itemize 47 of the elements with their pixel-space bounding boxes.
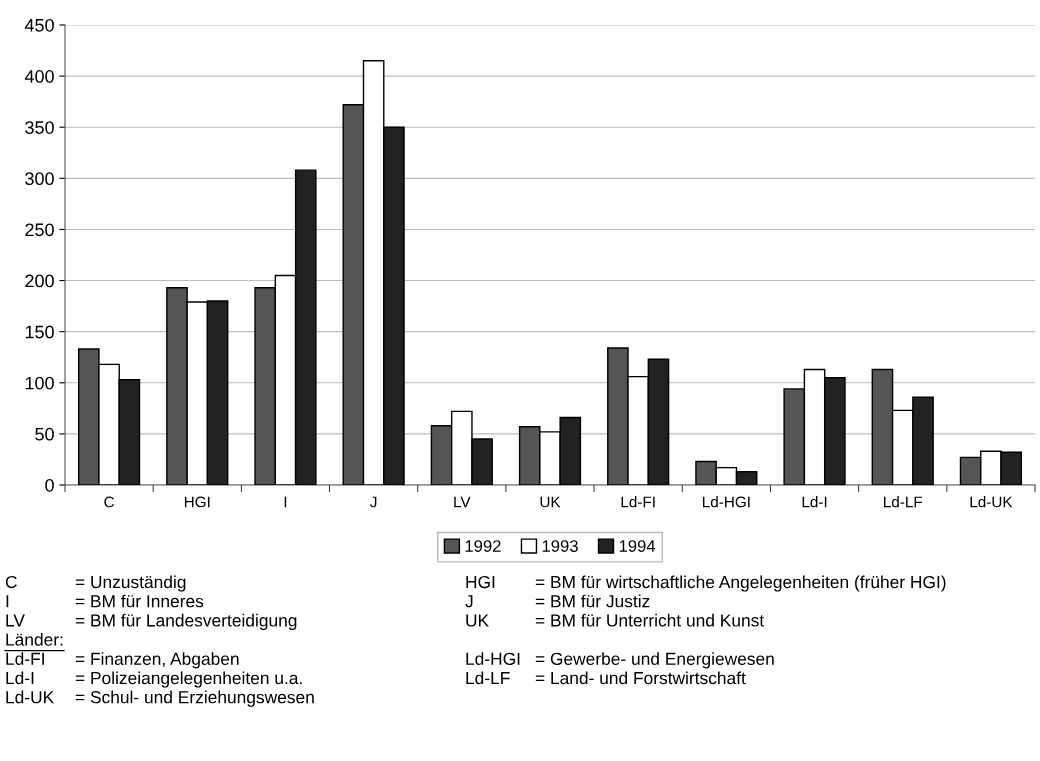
text: = BM für Inneres bbox=[75, 594, 204, 608]
y-tick-label: 250 bbox=[25, 223, 54, 237]
y-tick-label: 450 bbox=[24, 18, 54, 32]
legend-label: 1993 bbox=[542, 540, 578, 552]
y-tick-label: 350 bbox=[25, 121, 54, 134]
legend-label: 1992 bbox=[465, 540, 501, 552]
text: J bbox=[465, 595, 473, 608]
x-tick-label: Ld-FI bbox=[621, 496, 655, 508]
text: = BM für wirtschaftliche Angelegenheiten (früher HGI) bbox=[535, 575, 946, 592]
text: = BM für Justiz bbox=[535, 594, 650, 608]
y-tick-label: 0 bbox=[45, 478, 54, 492]
text: = Finanzen, Abgaben bbox=[75, 652, 239, 669]
legend-label: 1994 bbox=[619, 540, 656, 552]
x-tick-label: LV bbox=[454, 496, 471, 508]
x-tick-label: Ld-UK bbox=[970, 496, 1013, 508]
text: = Polizeiangelegenheiten u.a. bbox=[75, 671, 302, 688]
text: = BM für Landesverteidigung bbox=[75, 613, 297, 630]
text: = BM für Unterricht und Kunst bbox=[535, 613, 765, 627]
text: LV bbox=[6, 614, 25, 627]
x-tick-label: Ld-HGI bbox=[703, 496, 750, 508]
text: Ld-HGI bbox=[466, 652, 520, 665]
x-tick-label: J bbox=[370, 496, 377, 508]
text: Ld-FI bbox=[6, 652, 44, 665]
text: Länder: bbox=[6, 633, 63, 646]
text: = Schul- und Erziehungswesen bbox=[75, 690, 314, 707]
x-tick-label: C bbox=[104, 496, 115, 508]
text: UK bbox=[466, 614, 489, 627]
text: Ld-I bbox=[6, 671, 34, 685]
y-tick-label: 300 bbox=[25, 172, 54, 186]
y-tick-label: 100 bbox=[25, 376, 54, 390]
text: Ld-LF bbox=[466, 671, 510, 685]
y-tick-label: 200 bbox=[25, 274, 54, 288]
x-tick-label: Ld-LF bbox=[884, 496, 923, 508]
text: = Gewerbe- und Energiewesen bbox=[535, 652, 774, 669]
text: = Land- und Forstwirtschaft bbox=[535, 671, 746, 685]
text: I bbox=[6, 595, 9, 608]
y-tick-label: 400 bbox=[24, 70, 54, 83]
x-tick-label: UK bbox=[540, 496, 561, 508]
x-tick-label: HGI bbox=[184, 496, 210, 508]
text: C bbox=[5, 575, 17, 589]
x-tick-label: I bbox=[284, 496, 287, 508]
y-tick-label: 150 bbox=[25, 325, 54, 339]
text: Ld-UK bbox=[6, 690, 55, 704]
text: = Unzuständig bbox=[75, 575, 186, 592]
text: HGI bbox=[466, 575, 495, 589]
y-tick-label: 50 bbox=[35, 427, 54, 441]
x-tick-label: Ld-I bbox=[802, 496, 827, 508]
